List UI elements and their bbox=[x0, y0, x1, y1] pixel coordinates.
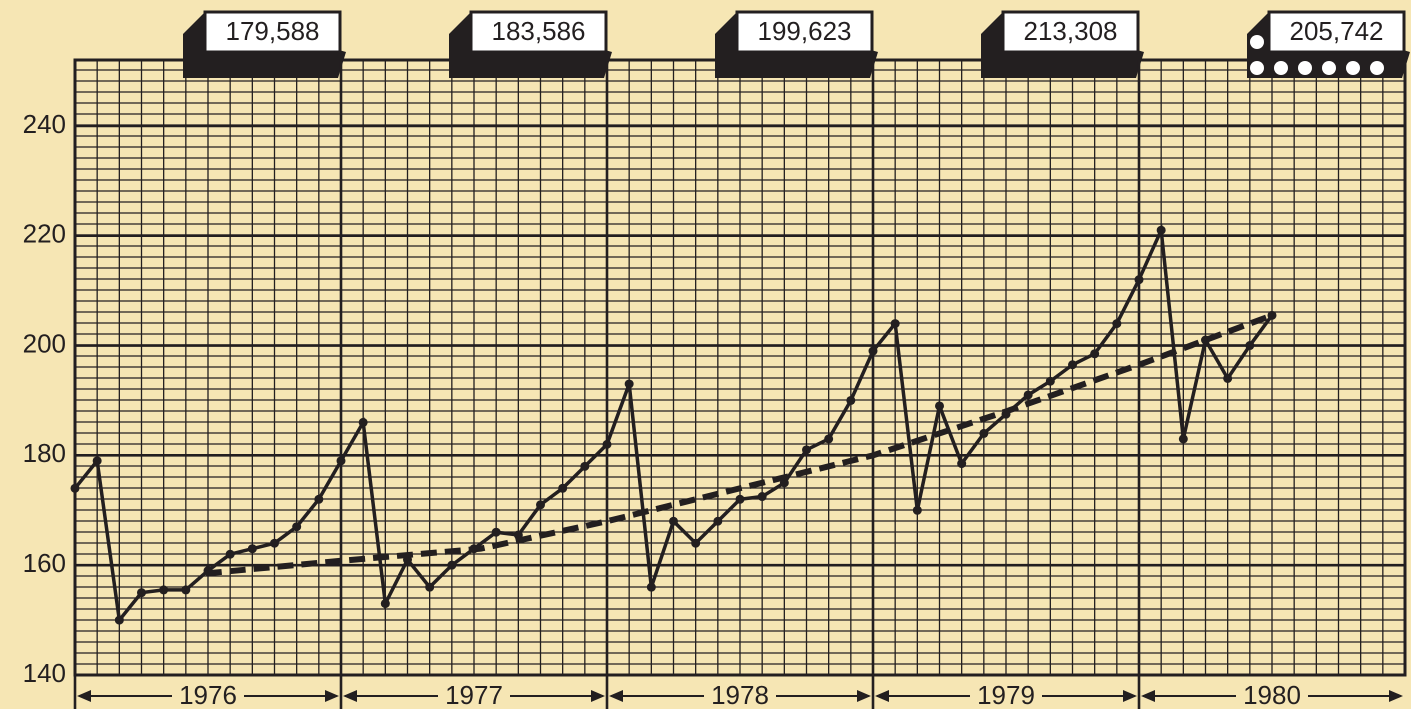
total-box bbox=[1267, 10, 1406, 54]
y-tick-label: 160 bbox=[23, 548, 66, 578]
data-point bbox=[1267, 310, 1277, 320]
data-point bbox=[1156, 225, 1166, 235]
data-point bbox=[802, 445, 811, 455]
year-label-bg bbox=[970, 682, 1042, 709]
data-point bbox=[447, 560, 457, 570]
year-label: 1978 bbox=[711, 680, 769, 709]
box-dot bbox=[1250, 35, 1264, 49]
total-box bbox=[203, 10, 342, 54]
data-point bbox=[225, 549, 235, 559]
data-point bbox=[336, 456, 346, 466]
arrow-head bbox=[77, 690, 91, 702]
arrow-head bbox=[325, 690, 339, 702]
total-box bbox=[469, 10, 608, 54]
arrow-head bbox=[1389, 690, 1403, 702]
total-label: 179,588 bbox=[226, 16, 320, 46]
data-point bbox=[868, 346, 878, 356]
data-point bbox=[114, 615, 124, 625]
data-point bbox=[1223, 373, 1233, 383]
total-label: 183,586 bbox=[492, 16, 586, 46]
arrow-head bbox=[1141, 690, 1155, 702]
data-point bbox=[1112, 319, 1122, 329]
data-point bbox=[137, 588, 146, 598]
data-point bbox=[957, 459, 967, 469]
data-point bbox=[602, 439, 612, 449]
data-point bbox=[358, 417, 368, 427]
data-point bbox=[70, 483, 80, 493]
data-point bbox=[181, 585, 191, 595]
data-point bbox=[1178, 434, 1188, 444]
box-dot bbox=[1274, 61, 1288, 75]
y-tick-label: 220 bbox=[23, 219, 66, 249]
arrow-head bbox=[875, 690, 889, 702]
arrow-head bbox=[343, 690, 357, 702]
data-point bbox=[1045, 376, 1055, 386]
y-tick-label: 200 bbox=[23, 328, 66, 358]
data-point bbox=[580, 461, 590, 471]
y-tick-label: 240 bbox=[23, 109, 66, 139]
total-label: 213,308 bbox=[1024, 16, 1118, 46]
data-point bbox=[824, 434, 834, 444]
data-point bbox=[912, 505, 922, 515]
total-label: 199,623 bbox=[758, 16, 852, 46]
trend-line bbox=[205, 312, 1274, 577]
data-point bbox=[1023, 390, 1033, 400]
box-dot bbox=[1370, 61, 1384, 75]
data-point bbox=[1090, 349, 1100, 359]
year-label-bg bbox=[704, 682, 776, 709]
arrow-head bbox=[857, 690, 871, 702]
data-point bbox=[1245, 341, 1255, 351]
year-label: 1976 bbox=[179, 680, 237, 709]
total-box bbox=[735, 10, 874, 54]
data-point bbox=[691, 538, 701, 548]
year-label: 1979 bbox=[977, 680, 1035, 709]
data-point bbox=[92, 456, 102, 466]
box-dot bbox=[1250, 61, 1264, 75]
year-label: 1977 bbox=[445, 680, 503, 709]
box-dot bbox=[1346, 61, 1360, 75]
data-point bbox=[646, 582, 656, 592]
data-point bbox=[1068, 360, 1077, 370]
data-point bbox=[624, 379, 634, 389]
total-box bbox=[1001, 10, 1140, 54]
data-point bbox=[669, 516, 678, 526]
data-point bbox=[1134, 275, 1144, 285]
y-tick-label: 140 bbox=[23, 658, 66, 688]
data-point bbox=[314, 494, 324, 504]
data-point bbox=[292, 522, 302, 532]
data-point bbox=[713, 516, 723, 526]
data-point bbox=[757, 492, 767, 502]
arrow-head bbox=[609, 690, 623, 702]
box-dot bbox=[1298, 61, 1312, 75]
arrow-head bbox=[1123, 690, 1137, 702]
data-point bbox=[380, 599, 390, 609]
data-point bbox=[558, 483, 568, 493]
data-point bbox=[735, 494, 745, 504]
year-label-bg bbox=[438, 682, 510, 709]
data-point bbox=[491, 527, 501, 537]
data-point bbox=[270, 538, 279, 548]
y-tick-label: 180 bbox=[23, 438, 66, 468]
data-point bbox=[979, 428, 989, 438]
year-label: 1980 bbox=[1243, 680, 1301, 709]
data-point bbox=[846, 395, 856, 405]
data-point bbox=[247, 544, 257, 554]
year-label-bg bbox=[172, 682, 244, 709]
data-point bbox=[425, 582, 435, 592]
arrow-head bbox=[591, 690, 605, 702]
total-label: 205,742 bbox=[1290, 16, 1384, 46]
data-point bbox=[536, 500, 545, 510]
year-label-bg bbox=[1236, 682, 1308, 709]
data-point bbox=[159, 585, 169, 595]
data-point bbox=[890, 319, 900, 329]
box-dot bbox=[1322, 61, 1336, 75]
data-point bbox=[935, 401, 944, 411]
